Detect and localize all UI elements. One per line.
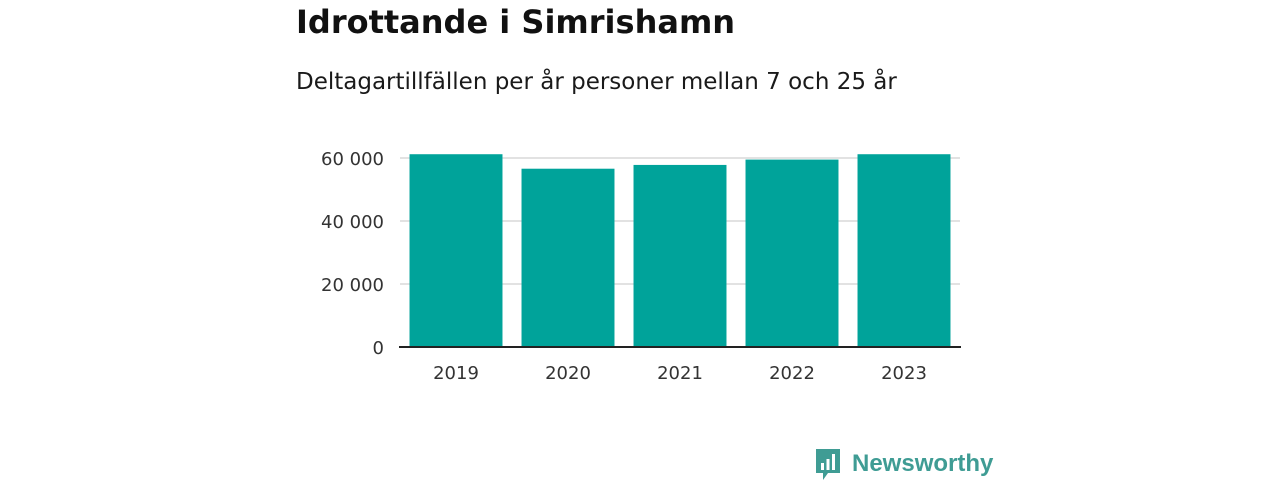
bar-2021 (633, 164, 727, 347)
x-tick-label-2022: 2022 (769, 363, 815, 384)
bar-2022 (745, 159, 839, 347)
y-tick-label: 20 000 (321, 275, 384, 296)
bar-2023 (857, 154, 951, 347)
x-tick-label-2019: 2019 (433, 363, 479, 384)
y-tick-label: 40 000 (321, 212, 384, 233)
x-tick-label-2021: 2021 (657, 363, 703, 384)
bar-2020 (521, 168, 615, 347)
bar-2019 (409, 154, 503, 347)
y-tick-label: 60 000 (321, 149, 384, 170)
chart-subtitle: Deltagartillfällen per år personer mella… (296, 69, 897, 95)
bars (409, 154, 951, 347)
brand-name: Newsworthy (852, 450, 994, 477)
newsworthy-brand: Newsworthy (814, 446, 993, 482)
chart-title: Idrottande i Simrishamn (296, 3, 736, 41)
y-tick-label: 0 (373, 338, 384, 359)
x-axis-tick-labels: 2019 2020 2021 2022 2023 (433, 363, 927, 384)
y-axis-tick-labels: 0 20 000 40 000 60 000 (321, 149, 384, 359)
x-tick-label-2020: 2020 (545, 363, 591, 384)
newsworthy-logo-icon (816, 449, 840, 480)
bar-chart: 0 20 000 40 000 60 000 2019 2020 2021 2022 2023 (321, 149, 961, 384)
x-tick-label-2023: 2023 (881, 363, 927, 384)
